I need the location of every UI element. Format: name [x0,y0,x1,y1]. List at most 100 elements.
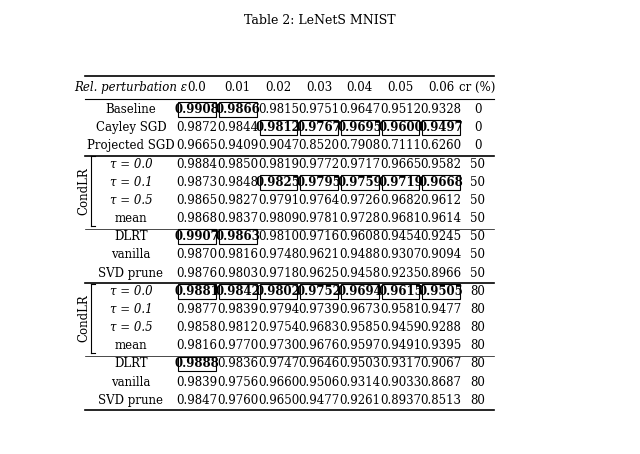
Text: 0.9314: 0.9314 [339,375,380,389]
Text: CondLR: CondLR [77,168,90,215]
Text: 0.9646: 0.9646 [298,357,340,370]
Text: Table 2: LeNetS MNIST: Table 2: LeNetS MNIST [244,14,396,27]
Text: 0.9235: 0.9235 [380,266,421,280]
Text: 0.9907: 0.9907 [175,230,220,243]
Text: vanilla: vanilla [111,375,150,389]
Text: 50: 50 [470,158,485,171]
Text: 0.9908: 0.9908 [175,103,220,116]
Text: 0.9477: 0.9477 [420,303,461,316]
Text: τ = 0.1: τ = 0.1 [109,303,152,316]
Text: 80: 80 [470,339,485,352]
Text: 0.9888: 0.9888 [175,357,220,370]
Text: 0.9673: 0.9673 [339,303,380,316]
Text: 0.9488: 0.9488 [339,248,380,262]
Text: τ = 0.0: τ = 0.0 [109,158,152,171]
Text: 0.9760: 0.9760 [217,394,259,407]
Text: 0.9718: 0.9718 [258,266,299,280]
Text: 0.9665: 0.9665 [380,158,421,171]
Text: 0.9816: 0.9816 [217,248,258,262]
Text: 0.9767: 0.9767 [297,121,342,134]
Text: 0.9881: 0.9881 [175,285,220,298]
Text: 50: 50 [470,212,485,225]
Text: 80: 80 [470,394,485,407]
Text: 0.9261: 0.9261 [339,394,380,407]
Text: 0.9512: 0.9512 [380,103,421,116]
Text: SVD prune: SVD prune [99,266,163,280]
Text: 0.9730: 0.9730 [258,339,299,352]
Text: 0.9847: 0.9847 [177,394,218,407]
Text: CondLR: CondLR [77,295,90,342]
Text: 0.9491: 0.9491 [380,339,421,352]
Text: SVD prune: SVD prune [99,394,163,407]
Text: 0.04: 0.04 [347,81,373,94]
Text: 0.9794: 0.9794 [258,303,299,316]
Text: 0: 0 [474,121,481,134]
Text: 0.9288: 0.9288 [420,321,461,334]
Text: 0.9759: 0.9759 [337,176,382,189]
Text: 0.9503: 0.9503 [339,357,380,370]
Text: 0.9597: 0.9597 [339,339,380,352]
Text: 0.9395: 0.9395 [420,339,461,352]
Text: 0.9067: 0.9067 [420,357,461,370]
Text: 0.9858: 0.9858 [177,321,218,334]
Text: 0.9665: 0.9665 [177,139,218,153]
Text: 0.9839: 0.9839 [177,375,218,389]
Text: 0.9739: 0.9739 [298,303,340,316]
Text: 0.9748: 0.9748 [258,248,299,262]
Text: 0.9781: 0.9781 [299,212,340,225]
Text: 50: 50 [470,176,485,189]
Text: 0.9873: 0.9873 [177,176,218,189]
Text: 50: 50 [470,194,485,207]
Text: 0.7908: 0.7908 [339,139,380,153]
Text: 0.9477: 0.9477 [298,394,340,407]
Text: 0.9809: 0.9809 [258,212,299,225]
Text: 0.9585: 0.9585 [339,321,380,334]
Text: 0.9717: 0.9717 [339,158,380,171]
Text: 0.9754: 0.9754 [258,321,299,334]
Text: 0.9815: 0.9815 [258,103,299,116]
Text: 0.06: 0.06 [428,81,454,94]
Text: 0.9676: 0.9676 [298,339,340,352]
Text: 0.9819: 0.9819 [258,158,299,171]
Text: 0.9816: 0.9816 [177,339,218,352]
Text: 0.9865: 0.9865 [177,194,218,207]
Text: 0.8513: 0.8513 [420,394,461,407]
Text: 0.9615: 0.9615 [378,285,423,298]
Text: 80: 80 [470,303,485,316]
Text: 0.9863: 0.9863 [215,230,260,243]
Text: 0.9802: 0.9802 [256,285,301,298]
Text: 0.9868: 0.9868 [177,212,218,225]
Text: 0.9842: 0.9842 [215,285,260,298]
Text: 0.9683: 0.9683 [298,321,340,334]
Text: 0.9795: 0.9795 [297,176,342,189]
Text: 0.9747: 0.9747 [258,357,299,370]
Text: 0.8966: 0.8966 [420,266,461,280]
Text: 0.9047: 0.9047 [258,139,299,153]
Text: Projected SGD: Projected SGD [87,139,175,153]
Text: 80: 80 [470,285,485,298]
Text: 0.9625: 0.9625 [298,266,340,280]
Text: 0.9876: 0.9876 [177,266,218,280]
Text: 0.9647: 0.9647 [339,103,380,116]
Text: 0.9726: 0.9726 [339,194,380,207]
Text: 0.9770: 0.9770 [217,339,259,352]
Text: 0.02: 0.02 [266,81,291,94]
Text: 0.9409: 0.9409 [217,139,259,153]
Text: τ = 0.5: τ = 0.5 [109,194,152,207]
Text: 0.9681: 0.9681 [380,212,421,225]
Text: 50: 50 [470,248,485,262]
Text: 0.9033: 0.9033 [380,375,421,389]
Text: 80: 80 [470,375,485,389]
Text: τ = 0.5: τ = 0.5 [109,321,152,334]
Text: 0.01: 0.01 [225,81,251,94]
Text: 0.9094: 0.9094 [420,248,461,262]
Text: 0.9581: 0.9581 [380,303,421,316]
Text: 0.8687: 0.8687 [420,375,461,389]
Text: 0.9751: 0.9751 [298,103,340,116]
Text: 0.9877: 0.9877 [177,303,218,316]
Text: 0.9850: 0.9850 [217,158,259,171]
Text: 0.9837: 0.9837 [217,212,259,225]
Text: 50: 50 [470,230,485,243]
Text: 0.9812: 0.9812 [256,121,301,134]
Text: Rel. perturbation ε: Rel. perturbation ε [74,81,188,94]
